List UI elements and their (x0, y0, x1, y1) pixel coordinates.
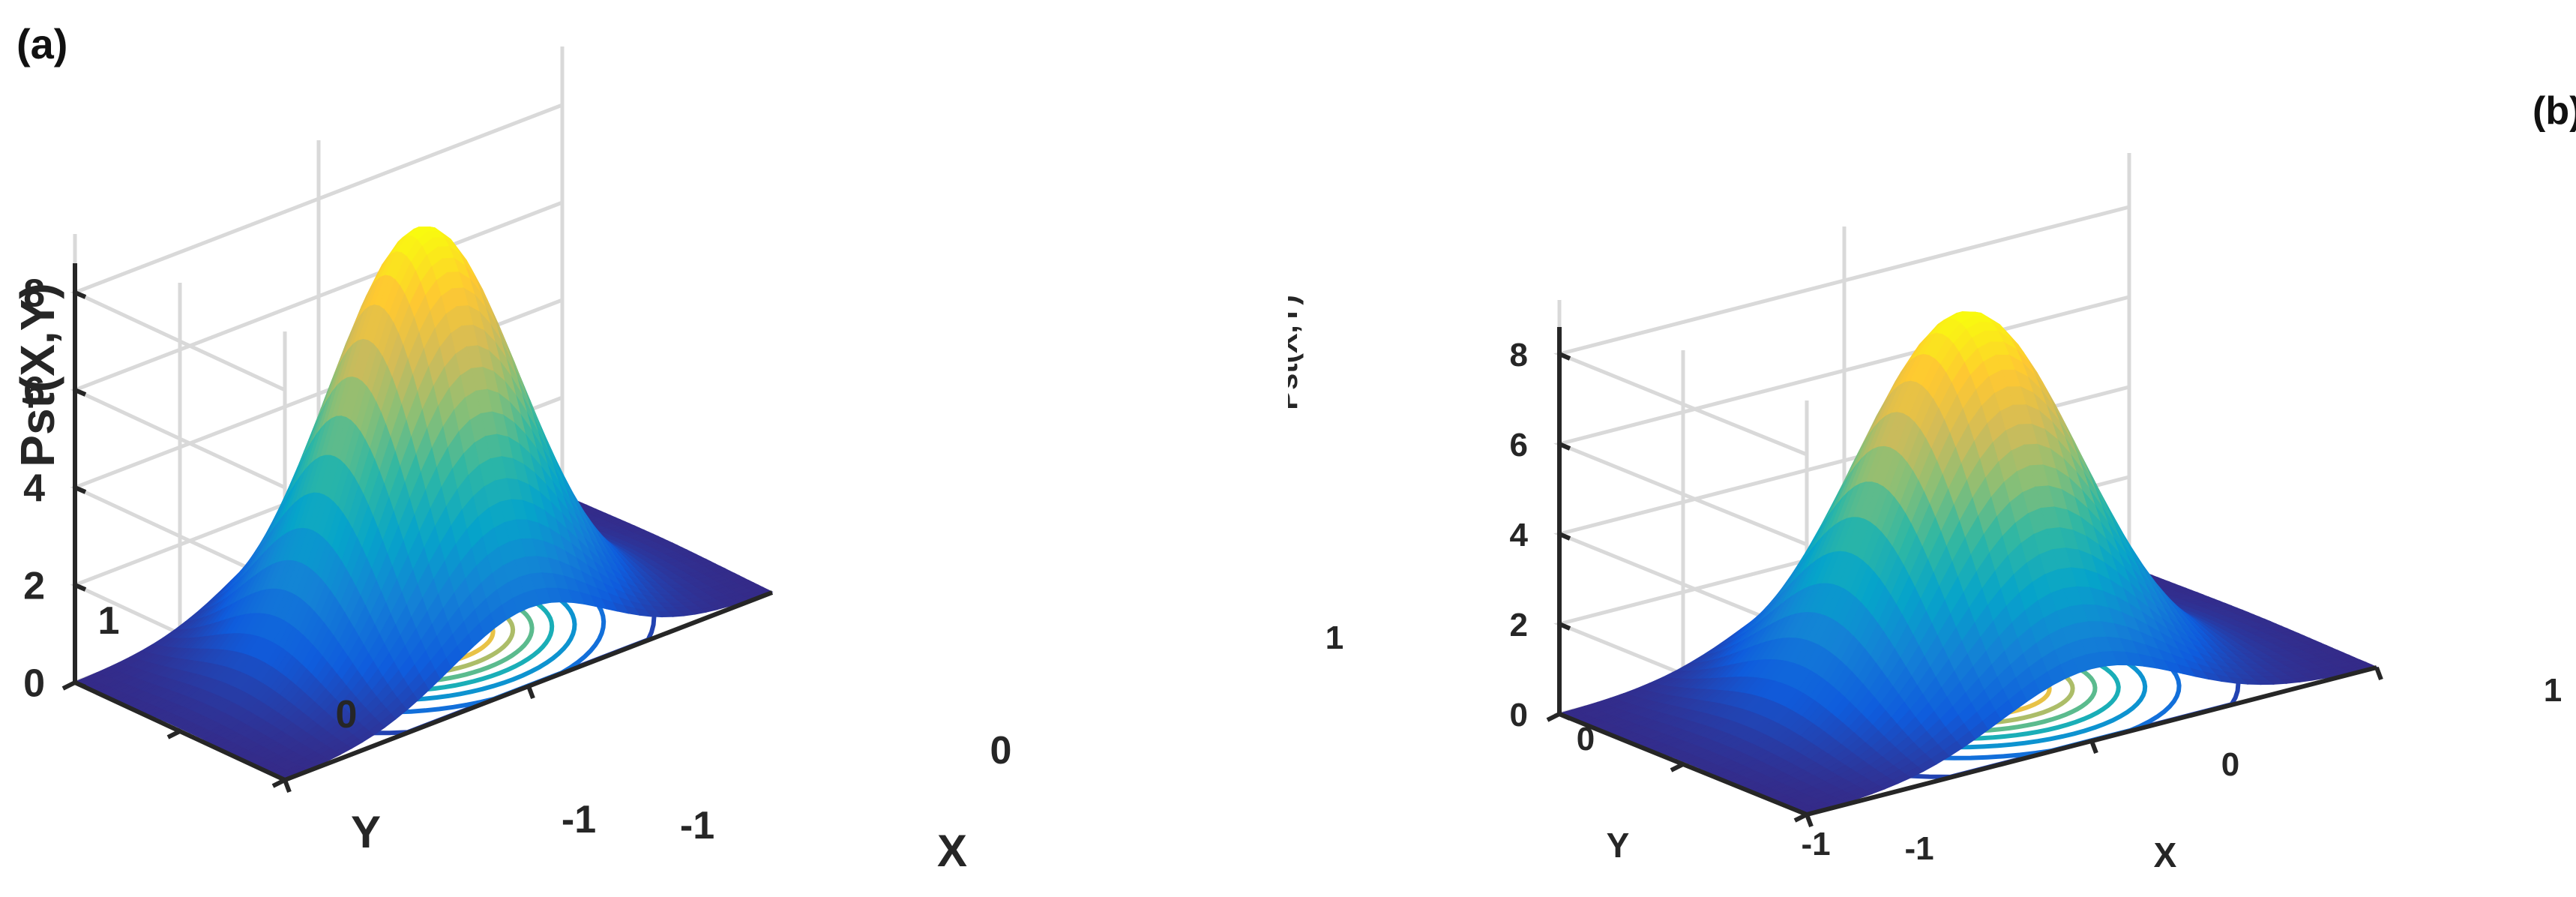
z-tick-mark (1558, 532, 1571, 541)
z-tick-label: 6 (1510, 427, 1528, 464)
y-tick-label: 1 (1325, 620, 1343, 656)
z-tick-mark (1558, 622, 1571, 631)
surface (1558, 311, 2378, 814)
axes (1546, 327, 2383, 828)
z-tick-label: 0 (1510, 697, 1528, 734)
y-tick-mark (1546, 712, 1561, 722)
z-tick-mark (1558, 442, 1571, 451)
z-tick-label: 8 (1510, 337, 1528, 374)
y-tick-label: 1 (98, 599, 120, 643)
z-tick-mark (73, 680, 87, 689)
y-tick-mark (61, 680, 76, 691)
z-tick-mark (73, 290, 87, 299)
z-axis-label: Pst(X,Y) (10, 283, 64, 466)
y-tick-mark (1793, 812, 1808, 823)
z-tick-mark (73, 583, 87, 592)
panel-b: (b) 0 2 4 6 8 -1 0 1 -1 0 1 Pst(X,Y) X Y (1288, 0, 2576, 897)
x-axis-label: X (2154, 836, 2177, 874)
y-tick-label: -1 (1801, 826, 1830, 862)
x-tick-mark (526, 685, 535, 700)
x-tick-label: 0 (990, 729, 1012, 772)
surface-chart-a: 0 2 4 6 8 -1 0 -1 0 1 Pst(X,Y) X Y (10, 46, 1012, 876)
x-axis-label: X (937, 826, 967, 876)
z-axis-label: Pst(X,Y) (1288, 295, 1304, 410)
panel-a: (a) 0 2 4 6 8 -1 0 -1 0 1 Pst(X,Y) X Y (10, 20, 1012, 876)
panel-label-b: (b) (2533, 89, 2576, 133)
surface-chart-b: 0 2 4 6 8 -1 0 1 -1 0 1 Pst(X,Y) X Y (1288, 153, 2562, 874)
y-tick-label: 0 (336, 693, 358, 736)
z-tick-label: 0 (23, 662, 45, 706)
z-tick-mark (73, 485, 87, 494)
x-tick-mark (2089, 740, 2098, 754)
panel-label-a: (a) (16, 20, 68, 68)
x-tick-label: -1 (1904, 830, 1933, 867)
y-tick-label: 0 (1577, 721, 1595, 758)
y-tick-mark (166, 729, 181, 740)
z-tick-label: 2 (23, 565, 45, 608)
x-tick-label: -1 (680, 804, 714, 848)
x-tick-label: 0 (2221, 746, 2239, 783)
surface (73, 226, 774, 780)
axes (61, 263, 774, 794)
y-axis-label: Y (1607, 826, 1630, 865)
x-tick-label: 1 (2544, 672, 2562, 709)
z-tick-label: 4 (23, 467, 45, 511)
z-tick-label: 4 (1510, 517, 1529, 554)
x-tick-mark (2374, 666, 2383, 681)
z-tick-label: 8 (23, 272, 45, 316)
z-tick-mark (1558, 352, 1571, 361)
y-tick-mark (1670, 762, 1685, 772)
y-axis-label: Y (351, 807, 381, 857)
z-tick-mark (73, 388, 87, 397)
y-tick-mark (271, 778, 286, 788)
z-tick-label: 2 (1510, 607, 1528, 644)
y-tick-label: -1 (562, 798, 596, 842)
z-tick-label: 6 (23, 370, 45, 413)
z-tick-mark (1558, 712, 1571, 721)
